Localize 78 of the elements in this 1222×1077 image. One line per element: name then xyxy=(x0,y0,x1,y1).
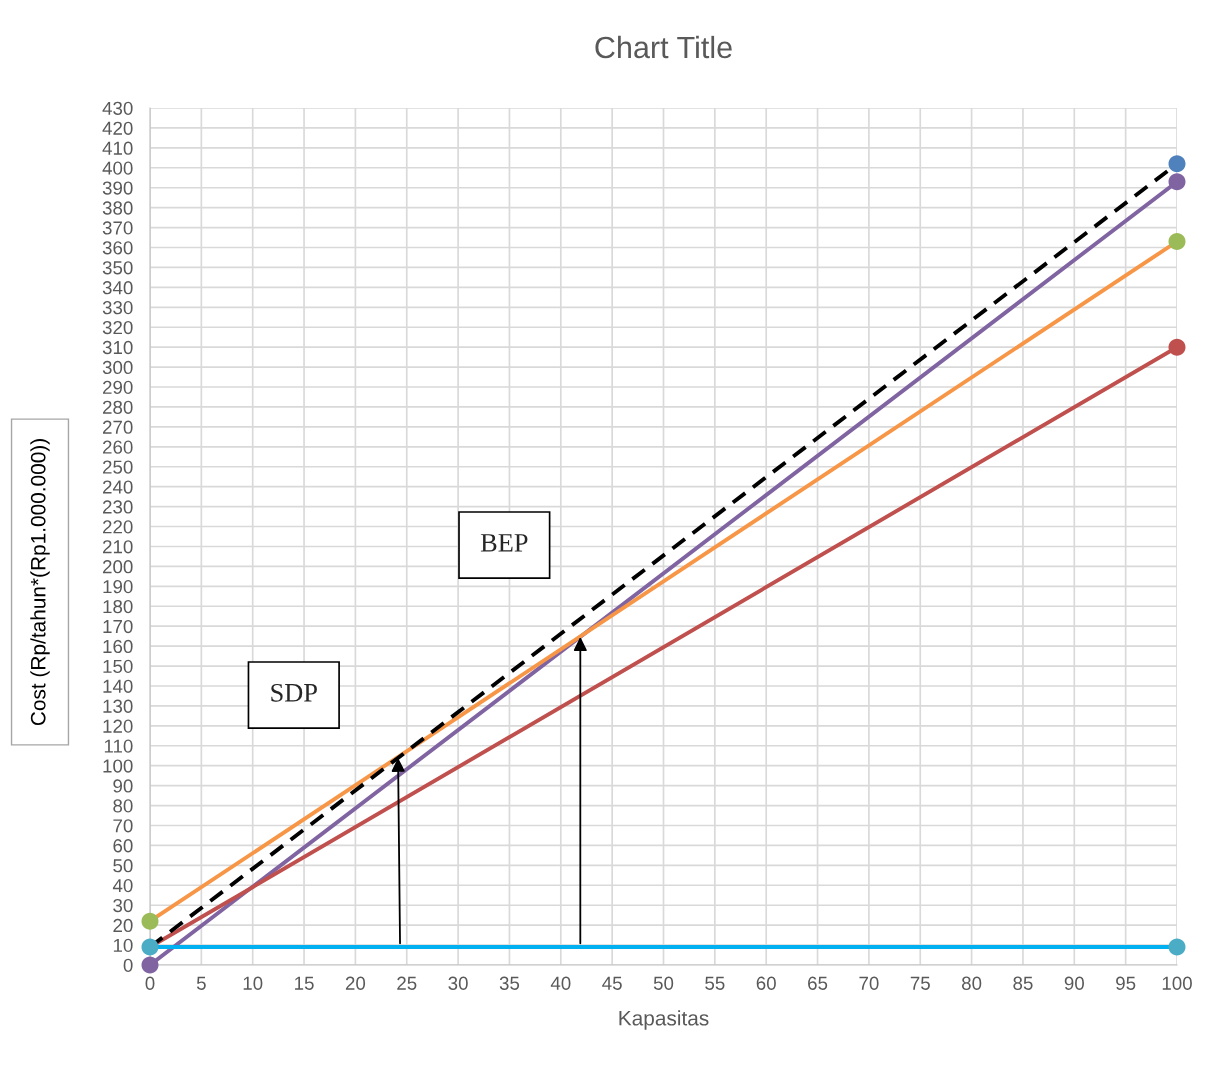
y-tick-label: 260 xyxy=(103,440,133,454)
y-tick-label: 270 xyxy=(103,420,133,434)
x-tick-label: 65 xyxy=(808,976,828,990)
x-tick-label: 10 xyxy=(243,976,263,990)
y-tick-label: 430 xyxy=(102,101,133,115)
y-tick-label: 190 xyxy=(103,580,133,594)
x-tick-label: 50 xyxy=(653,976,674,990)
y-tick-label: 340 xyxy=(102,281,133,295)
x-tick-label: 55 xyxy=(705,976,725,990)
point xyxy=(141,938,159,956)
y-tick-label: 210 xyxy=(103,540,133,554)
y-tick-label: 140 xyxy=(103,679,133,693)
x-axis-title: Kapasitas xyxy=(619,1010,709,1030)
y-tick-label: 330 xyxy=(102,301,133,315)
y-tick-label: 170 xyxy=(103,619,133,634)
x-tick-label: 30 xyxy=(448,976,468,990)
y-tick-label: 200 xyxy=(103,560,133,574)
y-axis-title: Cost (Rp/tahun*(Rp1.000.000)) xyxy=(30,439,50,726)
x-tick-label: 90 xyxy=(1064,976,1084,990)
x-tick-label: 40 xyxy=(550,976,571,990)
y-tick-label: 120 xyxy=(103,719,133,733)
x-tick-label: 100 xyxy=(1162,976,1192,990)
x-tick-label: 0 xyxy=(145,976,155,990)
y-tick-label: 40 xyxy=(112,878,133,893)
y-tick-label: 0 xyxy=(123,958,133,972)
y-tick-label: 110 xyxy=(104,739,133,753)
y-tick-label: 60 xyxy=(113,839,133,853)
x-tick-label: 80 xyxy=(961,976,982,990)
y-tick-label: 70 xyxy=(113,819,133,833)
point xyxy=(141,912,159,930)
y-tick-label: 20 xyxy=(113,918,133,933)
x-tick-label: 75 xyxy=(910,976,930,990)
point xyxy=(1168,338,1186,356)
point xyxy=(1168,155,1186,173)
x-tick-label: 95 xyxy=(1116,976,1136,990)
y-tick-label: 240 xyxy=(103,480,133,494)
y-tick-label: 410 xyxy=(102,141,133,155)
point xyxy=(1168,233,1186,251)
x-tick-label: 45 xyxy=(602,976,622,990)
y-tick-label: 360 xyxy=(102,241,133,255)
y-tick-label: 310 xyxy=(102,340,133,355)
y-tick-label: 90 xyxy=(113,779,133,793)
x-tick-label: 60 xyxy=(756,976,776,990)
y-tick-label: 300 xyxy=(102,360,133,375)
y-tick-label: 230 xyxy=(103,500,133,514)
chart-title: Chart Title xyxy=(595,35,732,59)
y-tick-label: 350 xyxy=(102,261,133,275)
annotation: SDP xyxy=(271,683,317,702)
y-tick-label: 400 xyxy=(102,161,133,175)
x-tick-label: 20 xyxy=(345,976,366,990)
point xyxy=(1168,173,1186,191)
x-tick-label: 70 xyxy=(859,976,879,990)
y-tick-label: 160 xyxy=(103,639,133,654)
y-tick-label: 30 xyxy=(113,898,133,913)
y-tick-label: 280 xyxy=(103,400,133,414)
y-tick-label: 80 xyxy=(113,799,133,813)
y-tick-label: 180 xyxy=(103,599,133,614)
y-tick-label: 100 xyxy=(103,759,133,773)
point xyxy=(1168,938,1186,956)
y-tick-label: 380 xyxy=(102,201,133,215)
y-tick-label: 320 xyxy=(102,320,133,335)
y-tick-label: 420 xyxy=(102,121,133,135)
y-tick-label: 130 xyxy=(103,699,133,713)
y-tick-label: 50 xyxy=(113,859,133,873)
y-tick-label: 290 xyxy=(103,380,133,394)
y-tick-label: 390 xyxy=(102,181,133,195)
y-tick-label: 250 xyxy=(103,460,133,474)
y-tick-label: 150 xyxy=(103,659,133,674)
y-tick-label: 10 xyxy=(113,938,133,953)
x-tick-label: 15 xyxy=(295,976,314,990)
x-tick-label: 5 xyxy=(196,976,206,990)
x-tick-label: 35 xyxy=(499,976,520,990)
y-tick-label: 370 xyxy=(102,221,133,235)
y-tick-label: 220 xyxy=(103,520,133,534)
point xyxy=(141,956,159,974)
x-tick-label: 85 xyxy=(1013,976,1033,990)
annotation: BEP xyxy=(480,534,528,552)
x-tick-label: 25 xyxy=(397,976,417,990)
